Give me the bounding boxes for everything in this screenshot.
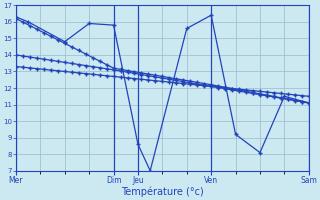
- X-axis label: Température (°c): Température (°c): [121, 187, 204, 197]
